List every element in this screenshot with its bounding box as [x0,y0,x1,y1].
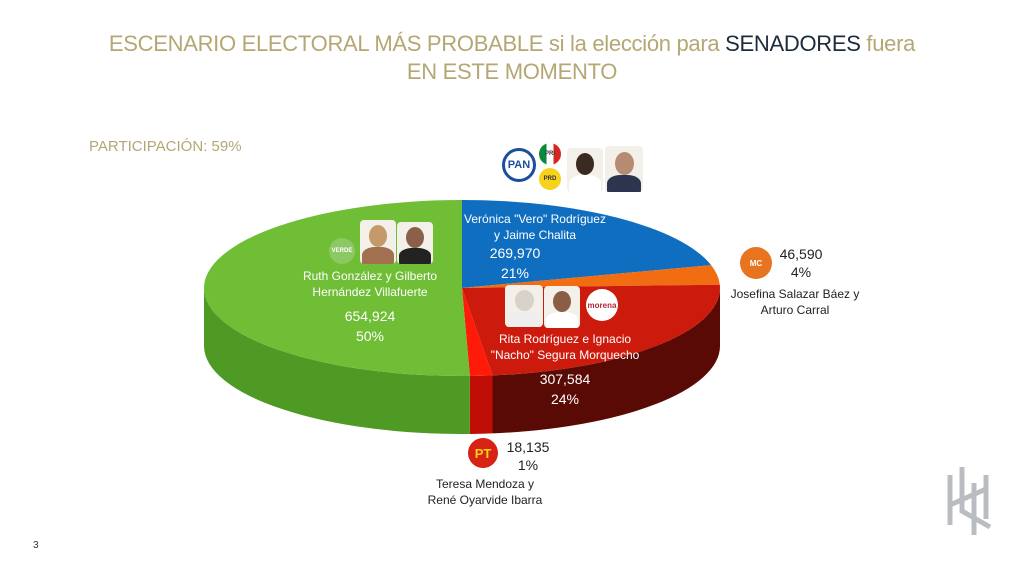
pct-value: 24% [550,391,580,407]
pri-logo: PRI [539,143,561,165]
prd-logo-text: PRD [543,176,557,182]
label-blue: Verónica "Vero" Rodríguez y Jaime Chalit… [455,211,615,283]
title-text: ESCENARIO ELECTORAL MÁS PROBABLE si la e… [108,31,726,56]
pt-logo-text: PT [474,445,492,461]
pan-logo: PAN [502,148,536,182]
pie-slice-blue [462,200,712,288]
pie-side-red [492,288,720,434]
candidate-name: Verónica "Vero" Rodríguez [464,212,606,226]
slide-title: ESCENARIO ELECTORAL MÁS PROBABLE si la e… [0,30,1024,86]
pie-side-pt_red [469,375,493,434]
candidate-name: "Nacho" Segura Morquecho [490,348,640,362]
candidate-name: y Jaime Chalita [493,228,577,242]
pie-slice-pt_red [462,288,493,376]
pct-value: 50% [355,328,385,344]
candidate-name: Ruth González y Gilberto [302,269,438,283]
candidate-photo [360,220,396,264]
pie-slice-orange [462,265,720,288]
candidate-name: Arturo Carral [760,303,830,317]
pt-logo: PT [468,438,498,468]
prd-logo: PRD [539,168,561,190]
votes-value: 654,924 [344,308,396,324]
candidate-name: Rita Rodríguez e Ignacio [498,332,632,346]
pct-value: 21% [500,265,530,281]
pri-logo-text: PRI [544,151,555,157]
pan-logo-text: PAN [507,159,531,171]
label-orange-names: Josefina Salazar Báez y Arturo Carral [720,286,870,318]
label-pt-numbers: 18,135 1% [500,437,556,473]
votes-value: 307,584 [539,371,591,387]
pie-side-green [203,288,470,434]
title-highlight: SENADORES [725,31,861,56]
candidate-name: Hernández Villafuerte [312,285,428,299]
candidate-name: Josefina Salazar Báez y [730,287,860,301]
label-orange-numbers: 46,590 4% [776,244,826,280]
candidate-photo [605,146,643,192]
votes-value: 269,970 [489,245,541,261]
title-line2: EN ESTE MOMENTO [406,59,618,84]
candidate-photo [505,285,543,327]
pct-value: 4% [790,264,812,280]
title-text-end: fuera [860,31,916,56]
candidate-photo [567,148,603,192]
participation-label: PARTICIPACIÓN: 59% [89,138,242,155]
mc-logo-text: MC [749,258,763,268]
mc-logo: MC [740,247,772,279]
candidate-photo [544,286,580,328]
verde-logo-text: VERDE [331,248,353,254]
page-number: 3 [33,540,39,551]
label-green: Ruth González y Gilberto Hernández Villa… [285,268,455,346]
votes-value: 18,135 [506,439,550,455]
label-red: Rita Rodríguez e Ignacio "Nacho" Segura … [480,331,650,409]
brand-logo [947,467,992,535]
verde-logo: VERDE [329,238,355,264]
pct-value: 1% [517,457,539,473]
votes-value: 46,590 [779,246,823,262]
candidate-name: Teresa Mendoza y [435,477,535,491]
candidate-name: René Oyarvide Ibarra [427,493,543,507]
label-pt-names: Teresa Mendoza y René Oyarvide Ibarra [415,476,555,508]
candidate-photo [397,222,433,264]
morena-logo-text: morena [587,300,617,310]
morena-logo: morena [586,289,618,321]
